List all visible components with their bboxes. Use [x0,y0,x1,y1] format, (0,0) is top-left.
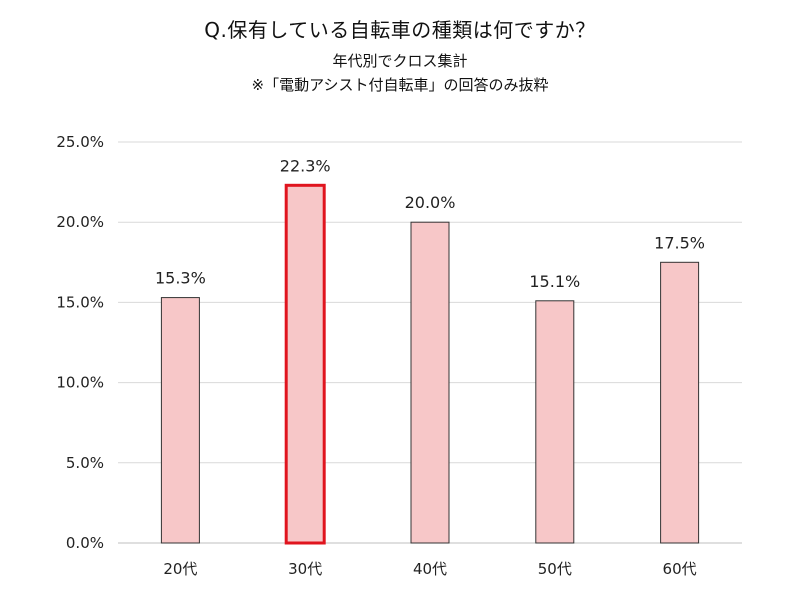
y-tick-label: 25.0% [56,133,104,151]
x-tick-label: 50代 [538,560,572,578]
data-label: 15.1% [529,272,580,291]
x-tick-label: 60代 [663,560,697,578]
bar [410,221,450,544]
data-label: 15.3% [155,269,206,288]
y-tick-label: 0.0% [66,534,104,552]
data-label: 20.0% [405,193,456,212]
data-label: 22.3% [280,156,331,175]
y-tick-label: 10.0% [56,374,104,392]
chart-subtitle-note: ※「電動アシスト付自転車」の回答のみ抜粋 [251,76,549,94]
chart-subtitle-crosstab: 年代別でクロス集計 [332,52,468,70]
chart-title: Q.保有している自転車の種類は何ですか？ [204,18,596,42]
bar [660,261,700,544]
x-tick-label: 30代 [288,560,322,578]
y-tick-label: 20.0% [56,213,104,231]
y-tick-label: 5.0% [66,454,104,472]
y-tick-label: 15.0% [56,293,104,311]
bar [284,183,326,545]
data-label: 17.5% [654,233,705,252]
x-tick-label: 20代 [163,560,197,578]
x-tick-label: 40代 [413,560,447,578]
bar [160,297,200,544]
bar [535,300,575,544]
